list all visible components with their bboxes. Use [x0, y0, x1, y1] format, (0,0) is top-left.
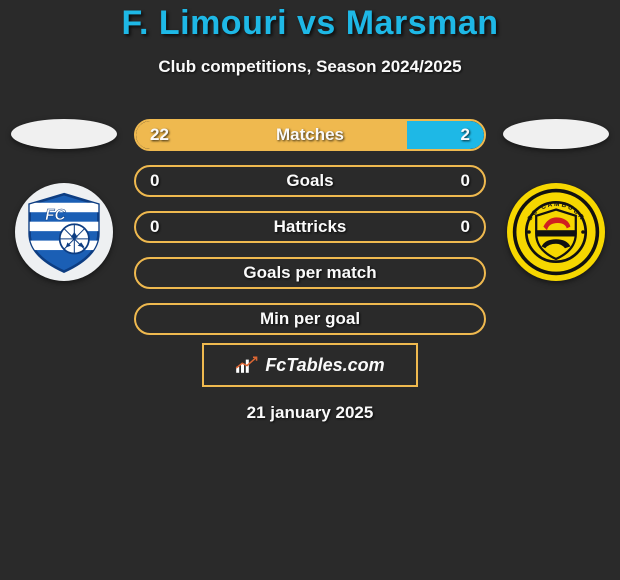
stat-label: Goals per match: [136, 263, 484, 283]
main-row: FC 222Matches 00Goals 00Hattricks Goals per…: [0, 119, 620, 335]
left-club-badge: FC: [15, 183, 113, 281]
sc-cambuur-icon: S C C A M B U U R: [511, 187, 601, 277]
left-player-silhouette: [11, 119, 117, 149]
stat-label: Hattricks: [136, 217, 484, 237]
svg-text:FC: FC: [45, 207, 66, 224]
watermark-text: FcTables.com: [265, 355, 384, 376]
right-club-badge: S C C A M B U U R: [507, 183, 605, 281]
comparison-card: F. Limouri vs Marsman Club competitions,…: [0, 0, 620, 423]
stat-bar: Goals per match: [134, 257, 486, 289]
stat-bar: 00Goals: [134, 165, 486, 197]
fc-eindhoven-icon: FC: [21, 189, 107, 275]
right-player-col: S C C A M B U U R: [496, 119, 616, 281]
watermark: FcTables.com: [202, 343, 418, 387]
stats-column: 222Matches 00Goals 00Hattricks Goals per ma…: [134, 119, 486, 335]
stat-label: Goals: [136, 171, 484, 191]
stat-label: Min per goal: [136, 309, 484, 329]
stat-bar: Min per goal: [134, 303, 486, 335]
right-player-silhouette: [503, 119, 609, 149]
stat-bar: 00Hattricks: [134, 211, 486, 243]
page-title: F. Limouri vs Marsman: [0, 4, 620, 43]
fctables-icon: [235, 356, 259, 374]
subtitle: Club competitions, Season 2024/2025: [0, 57, 620, 77]
date-line: 21 january 2025: [0, 403, 620, 423]
left-player-col: FC: [4, 119, 124, 281]
stat-label: Matches: [136, 125, 484, 145]
stat-bar: 222Matches: [134, 119, 486, 151]
